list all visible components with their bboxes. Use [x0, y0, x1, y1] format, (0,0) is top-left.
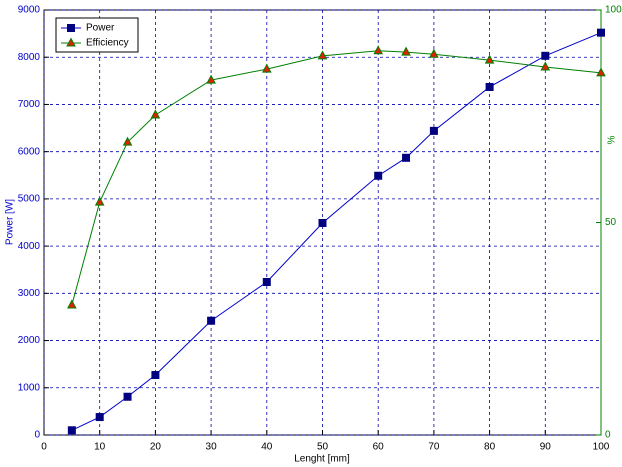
data-point	[67, 299, 77, 309]
y-tick-label: 5000	[18, 194, 41, 205]
data-point	[485, 82, 494, 91]
data-point	[262, 278, 271, 286]
x-tick-label: 90	[540, 442, 552, 453]
data-point	[206, 74, 216, 84]
data-point	[67, 426, 76, 435]
x-tick-label: 100	[593, 442, 610, 453]
x-tick-label: 60	[373, 442, 385, 453]
data-point	[429, 126, 438, 135]
y2-tick-label: 0	[605, 430, 611, 441]
x-tick-label: 20	[150, 442, 162, 453]
data-point	[207, 316, 216, 325]
legend-marker	[67, 24, 75, 32]
legend-label: Efficiency	[86, 38, 129, 49]
data-point	[541, 51, 550, 60]
x-tick-label: 40	[261, 442, 273, 453]
data-point	[318, 218, 327, 227]
y-tick-label: 4000	[18, 241, 41, 252]
data-point	[597, 28, 605, 37]
x-tick-label: 80	[484, 442, 496, 453]
data-point	[94, 196, 105, 206]
data-point	[540, 61, 551, 71]
legend-label: Power	[86, 23, 115, 34]
data-point	[373, 45, 384, 55]
x-tick-label: 70	[428, 442, 440, 453]
y2-axis-label: %	[607, 135, 618, 144]
data-point	[150, 109, 161, 119]
data-point	[123, 392, 132, 401]
data-point	[95, 413, 104, 422]
x-tick-label: 30	[206, 442, 218, 453]
data-point	[401, 46, 411, 56]
y-tick-label: 1000	[18, 382, 41, 393]
data-point	[374, 171, 383, 180]
data-point	[317, 50, 328, 60]
y-tick-label: 0	[34, 430, 40, 441]
x-tick-label: 10	[94, 442, 106, 453]
data-point	[484, 54, 495, 64]
y-tick-label: 3000	[18, 288, 41, 299]
y-tick-label: 9000	[18, 5, 41, 16]
y-tick-label: 2000	[18, 335, 41, 346]
data-point	[122, 136, 133, 146]
data-point	[429, 48, 439, 58]
data-point	[261, 63, 272, 73]
data-point	[151, 371, 160, 380]
y2-tick-label: 50	[605, 217, 617, 228]
y-tick-label: 6000	[18, 146, 41, 157]
y-tick-label: 7000	[18, 99, 41, 110]
x-tick-label: 50	[317, 442, 329, 453]
legend-marker	[66, 37, 76, 47]
data-point	[402, 153, 411, 162]
y-tick-label: 8000	[18, 52, 41, 63]
x-tick-label: 0	[41, 442, 47, 453]
y-axis-label: Power [W]	[5, 199, 16, 245]
x-axis-label: Lenght [mm]	[294, 454, 350, 465]
y2-tick-label: 100	[605, 5, 622, 16]
data-point	[596, 67, 606, 77]
